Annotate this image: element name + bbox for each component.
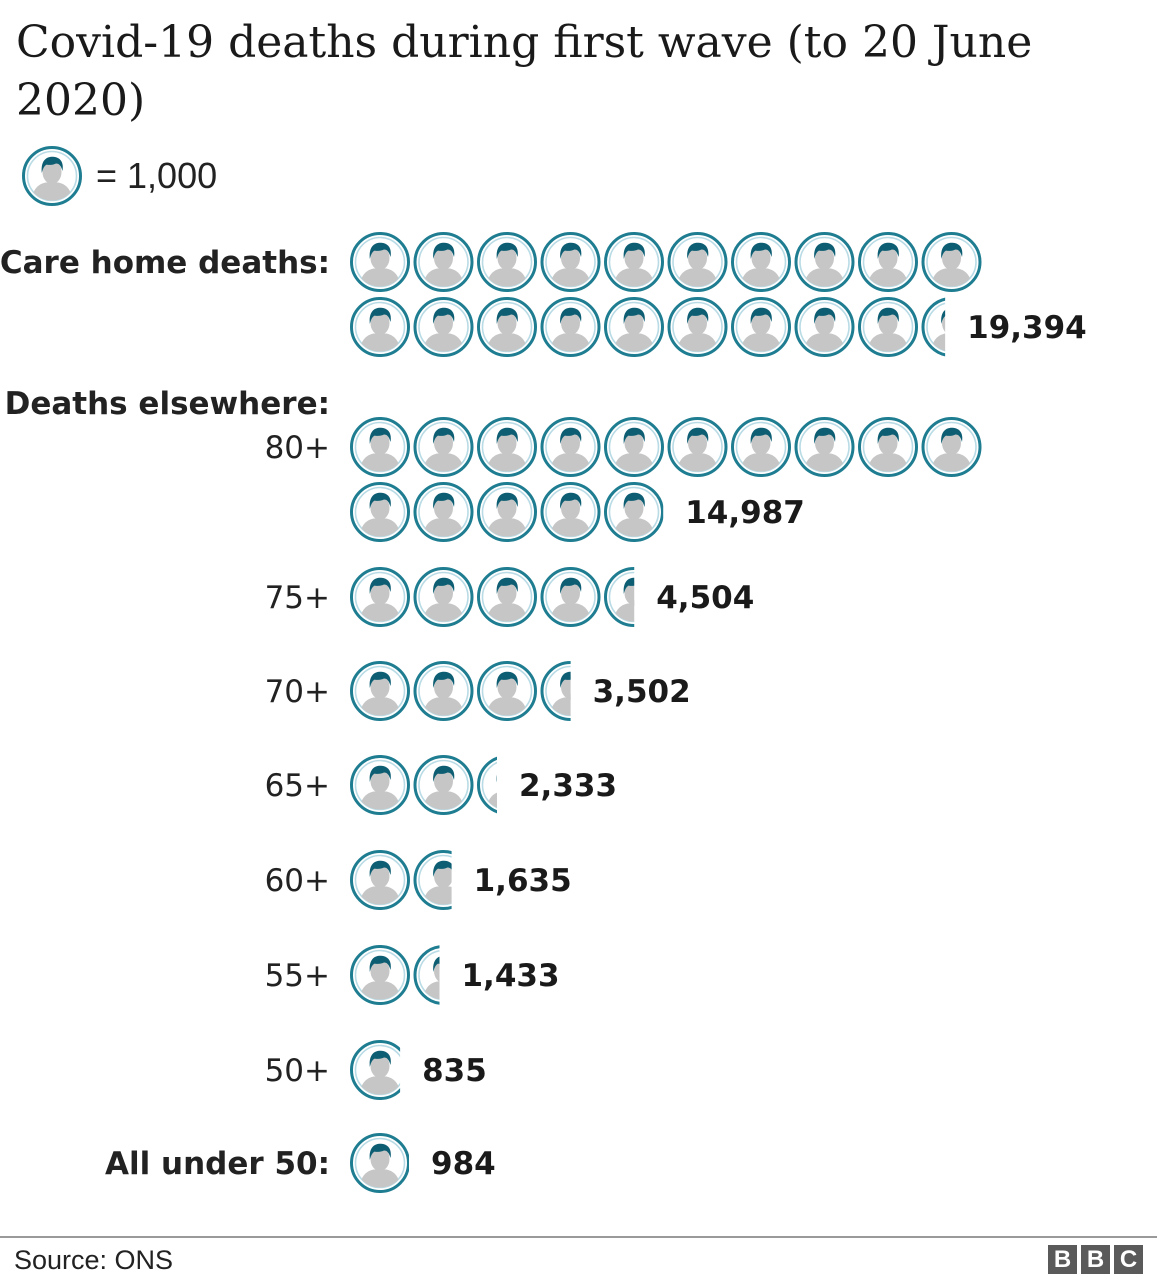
pictogram-row: 65+ 2,333 bbox=[265, 755, 617, 815]
pictogram-row: 80+ 14,987 bbox=[265, 417, 982, 542]
person-icon bbox=[413, 482, 474, 542]
person-icon bbox=[540, 297, 601, 357]
person-icon bbox=[731, 232, 791, 292]
logo-letter-b1: B bbox=[1048, 1245, 1077, 1274]
person-icon bbox=[413, 297, 474, 357]
person-icon bbox=[667, 417, 728, 477]
person-icon bbox=[413, 661, 474, 721]
pictogram-chart: Care home deaths: 19,394 80+ 14,987 75+ 4,504… bbox=[0, 232, 1087, 1193]
pictogram-row: 60+ 1,635 bbox=[265, 850, 572, 910]
person-icon bbox=[477, 482, 537, 542]
person-icon bbox=[350, 945, 410, 1005]
person-icon bbox=[604, 567, 635, 627]
value-label: 984 bbox=[431, 1146, 496, 1182]
person-icon bbox=[858, 417, 918, 477]
person-icon bbox=[477, 567, 537, 627]
person-icon bbox=[858, 232, 918, 292]
person-icon bbox=[921, 417, 982, 477]
row-label: 65+ bbox=[265, 768, 330, 804]
row-label: 75+ bbox=[265, 580, 330, 616]
person-icon bbox=[413, 232, 474, 292]
section-label-deaths-elsewhere: Deaths elsewhere: bbox=[5, 386, 330, 422]
person-icon bbox=[350, 755, 410, 815]
legend-unit-text: = 1,000 bbox=[96, 155, 218, 196]
person-icon bbox=[667, 297, 728, 357]
chart-title: Covid-19 deaths during first wave (to 20… bbox=[16, 17, 1033, 126]
person-icon bbox=[731, 417, 791, 477]
value-label: 835 bbox=[422, 1053, 487, 1089]
value-label: 1,433 bbox=[461, 958, 559, 994]
row-label: 80+ bbox=[265, 430, 330, 466]
person-icon bbox=[413, 567, 474, 627]
pictogram-row: Care home deaths: 19,394 bbox=[0, 232, 1087, 357]
person-icon bbox=[604, 482, 664, 542]
person-icon bbox=[477, 661, 537, 721]
value-label: 19,394 bbox=[967, 310, 1087, 346]
bbc-logo: B B C bbox=[1048, 1245, 1143, 1274]
person-icon bbox=[604, 417, 664, 477]
value-label: 1,635 bbox=[474, 863, 572, 899]
pictogram-row: 75+ 4,504 bbox=[265, 567, 754, 627]
person-icon bbox=[413, 755, 474, 815]
person-icon bbox=[540, 482, 601, 542]
person-icon bbox=[350, 1040, 401, 1100]
person-icon bbox=[413, 850, 452, 910]
person-icon bbox=[350, 850, 410, 910]
person-icon bbox=[540, 417, 601, 477]
person-icon bbox=[350, 232, 410, 292]
value-label: 2,333 bbox=[519, 768, 617, 804]
value-label: 4,504 bbox=[656, 580, 754, 616]
person-icon bbox=[667, 232, 728, 292]
person-icon bbox=[350, 567, 410, 627]
row-label: 60+ bbox=[265, 863, 330, 899]
pictogram-row: 50+ 835 bbox=[265, 1040, 487, 1100]
person-icon bbox=[413, 417, 474, 477]
person-icon bbox=[540, 661, 571, 721]
person-icon bbox=[477, 417, 537, 477]
person-icon bbox=[477, 232, 537, 292]
row-label: Care home deaths: bbox=[0, 245, 330, 281]
person-icon bbox=[477, 297, 537, 357]
person-icon bbox=[540, 232, 601, 292]
pictogram-row: 55+ 1,433 bbox=[265, 945, 560, 1005]
row-label: All under 50: bbox=[105, 1146, 330, 1182]
pictogram-row: 70+ 3,502 bbox=[265, 661, 691, 721]
person-icon bbox=[350, 482, 410, 542]
person-icon bbox=[604, 297, 664, 357]
logo-letter-c: C bbox=[1114, 1245, 1143, 1274]
person-icon bbox=[350, 1133, 410, 1193]
row-label: 50+ bbox=[265, 1053, 330, 1089]
row-label: 55+ bbox=[265, 958, 330, 994]
person-icon bbox=[858, 297, 918, 357]
person-icon bbox=[350, 661, 410, 721]
person-icon bbox=[604, 232, 664, 292]
value-label: 3,502 bbox=[593, 674, 691, 710]
source-note: Source: ONS bbox=[14, 1245, 174, 1275]
footer-divider bbox=[0, 1236, 1157, 1238]
person-icon bbox=[350, 417, 410, 477]
person-icon bbox=[731, 297, 791, 357]
person-icon bbox=[794, 297, 855, 357]
person-icon bbox=[794, 417, 855, 477]
logo-letter-b2: B bbox=[1081, 1245, 1110, 1274]
person-icon bbox=[540, 567, 601, 627]
value-label: 14,987 bbox=[685, 495, 805, 531]
person-icon bbox=[794, 232, 855, 292]
pictogram-row: All under 50: 984 bbox=[105, 1133, 496, 1193]
person-icon bbox=[921, 232, 982, 292]
person-icon bbox=[350, 297, 410, 357]
row-label: 70+ bbox=[265, 674, 330, 710]
